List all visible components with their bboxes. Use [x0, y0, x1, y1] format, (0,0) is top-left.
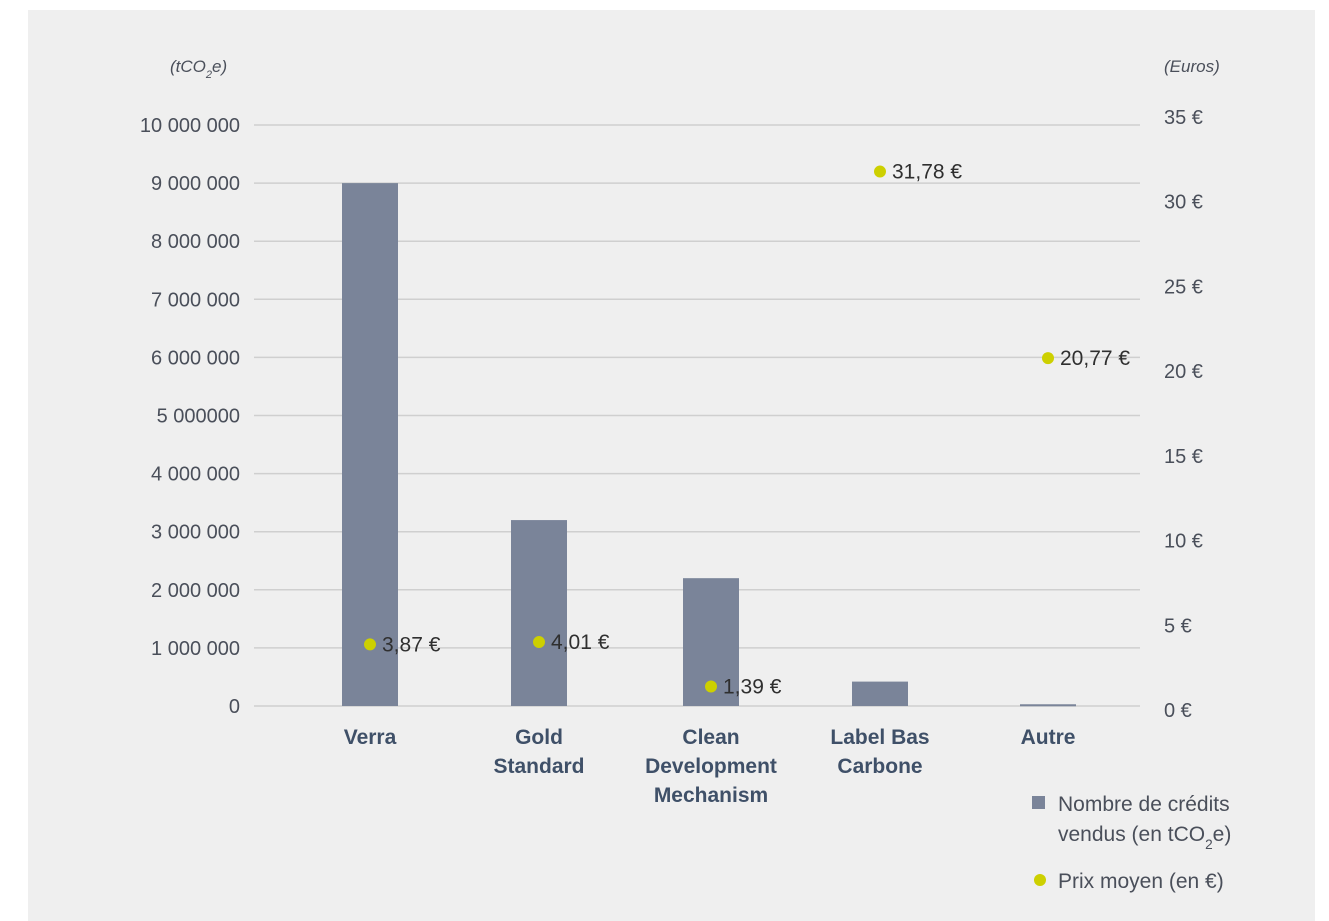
- price-point-4: [1042, 352, 1054, 365]
- legend-bar-swatch: [1032, 796, 1045, 809]
- price-point-2: [705, 680, 717, 693]
- price-point-0: [364, 638, 376, 651]
- right-tick-label-4: 20 €: [1164, 361, 1203, 383]
- left-axis-ticks: 0 1 000 000 2 000 000 3 000 000 4 000 000 5 0…: [140, 115, 240, 718]
- left-tick-label-6: 6 000 000: [151, 347, 240, 369]
- legend-bar-label: Nombre de crédits vendus (en tCO2e): [1058, 793, 1231, 852]
- price-label-0: 3,87 €: [382, 633, 441, 656]
- left-tick-label-0: 0: [229, 696, 240, 718]
- category-label-2: Clean Development Mechanism: [645, 726, 777, 807]
- bar-4: [1020, 704, 1076, 707]
- price-point-1: [533, 636, 545, 649]
- right-tick-label-7: 35 €: [1164, 107, 1203, 129]
- left-tick-label-10: 10 000 000: [140, 115, 240, 137]
- price-label-3: 31,78 €: [892, 161, 962, 184]
- category-label-3: Label Bas Carbone: [830, 726, 929, 778]
- legend-dot-label: Prix moyen (en €): [1058, 870, 1224, 893]
- right-tick-label-5: 25 €: [1164, 276, 1203, 298]
- category-label-1: Gold Standard: [493, 726, 584, 778]
- bars: [342, 183, 1076, 707]
- legend: Nombre de crédits vendus (en tCO2e) Prix m…: [1032, 793, 1231, 893]
- chart: 0 1 000 000 2 000 000 3 000 000 4 000 000 5 0…: [140, 57, 1231, 893]
- right-tick-label-0: 0 €: [1164, 700, 1192, 722]
- bar-0: [342, 183, 398, 707]
- left-tick-label-7: 7 000 000: [151, 289, 240, 311]
- right-tick-label-6: 30 €: [1164, 192, 1203, 214]
- price-label-1: 4,01 €: [551, 631, 610, 654]
- right-axis-ticks: 0 € 5 € 10 € 15 € 20 € 25 € 30 € 35 €: [1164, 107, 1203, 722]
- bar-3: [852, 681, 908, 706]
- left-tick-label-5: 5 000000: [157, 406, 240, 428]
- left-tick-label-2: 2 000 000: [151, 580, 240, 602]
- right-tick-label-2: 10 €: [1164, 531, 1203, 553]
- gridlines: [254, 124, 1140, 707]
- right-tick-label-3: 15 €: [1164, 446, 1203, 468]
- category-label-4: Autre: [1021, 726, 1076, 749]
- price-label-4: 20,77 €: [1060, 347, 1130, 370]
- right-axis-unit: (Euros): [1164, 57, 1220, 76]
- price-points: 3,87 € 4,01 € 1,39 € 31,78 € 20,77 €: [364, 161, 1130, 698]
- left-axis-unit: (tCO2e): [170, 57, 227, 81]
- right-tick-label-1: 5 €: [1164, 615, 1192, 637]
- left-tick-label-9: 9 000 000: [151, 173, 240, 195]
- left-tick-label-4: 4 000 000: [151, 464, 240, 486]
- category-label-0: Verra: [344, 726, 397, 749]
- price-point-3: [874, 165, 886, 178]
- left-tick-label-1: 1 000 000: [151, 638, 240, 660]
- chart-panel: 0 1 000 000 2 000 000 3 000 000 4 000 000 5 0…: [28, 10, 1315, 921]
- price-label-2: 1,39 €: [723, 675, 782, 698]
- bar-1: [511, 520, 567, 706]
- left-tick-label-8: 8 000 000: [151, 231, 240, 253]
- left-tick-label-3: 3 000 000: [151, 522, 240, 544]
- legend-dot-swatch: [1034, 874, 1046, 886]
- category-labels: Verra Gold Standard Clean Development Mechani…: [344, 726, 1076, 807]
